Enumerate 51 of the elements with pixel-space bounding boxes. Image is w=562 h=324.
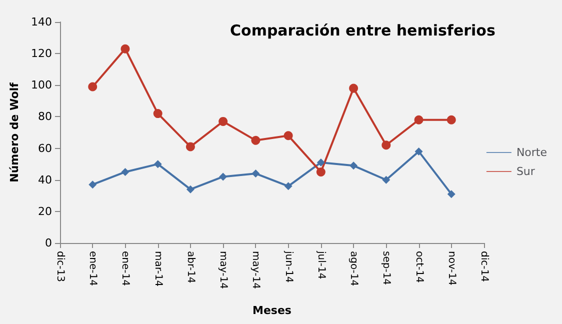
point <box>316 158 325 166</box>
point <box>284 182 292 190</box>
point <box>349 84 358 93</box>
y-tick-label: 120 <box>31 47 52 60</box>
x-tick-label: abr-14 <box>184 251 196 284</box>
y-axis-title: Número de Wolf <box>8 82 22 182</box>
point <box>447 190 456 198</box>
point <box>88 180 97 189</box>
x-tick-label: may-14 <box>250 251 262 289</box>
point <box>414 115 424 124</box>
point <box>284 131 293 140</box>
x-tick-label: nov-14 <box>446 251 457 286</box>
y-tick-label: 100 <box>31 78 52 92</box>
point <box>186 142 195 152</box>
point <box>218 116 228 126</box>
point <box>154 160 162 168</box>
point <box>382 140 391 150</box>
point <box>251 136 260 145</box>
y-tick-label: 80 <box>38 110 52 124</box>
point <box>382 176 390 184</box>
x-tick-label: oct-14 <box>413 251 424 283</box>
legend-label: Sur <box>516 165 536 178</box>
point <box>446 115 456 124</box>
chart-title: Comparación entre hemisferios <box>230 22 496 40</box>
y-tick-label: 20 <box>38 204 52 218</box>
x-tick-label: mar-14 <box>152 251 164 287</box>
x-tick-label: jun-14 <box>282 250 294 283</box>
y-tick-label: 140 <box>31 16 52 28</box>
point <box>219 172 228 181</box>
x-tick-label: jul-14 <box>315 250 326 280</box>
y-tick-label: 40 <box>38 173 52 186</box>
y-tick-label: 0 <box>45 236 52 250</box>
point <box>120 44 130 54</box>
x-tick-label: sep-14 <box>380 251 392 286</box>
point <box>252 170 260 178</box>
x-tick-label: ene-14 <box>87 251 98 286</box>
point <box>88 82 98 92</box>
y-tick-label: 60 <box>38 142 52 155</box>
x-tick-label: ene-14 <box>120 251 131 286</box>
x-tick-label: may-14 <box>218 251 229 289</box>
point <box>153 109 162 118</box>
x-axis-title: Meses <box>252 304 292 317</box>
point <box>414 147 423 156</box>
legend-label: Norte <box>516 146 548 159</box>
point <box>316 167 326 176</box>
x-tick-label: dic-14 <box>478 251 490 282</box>
point <box>350 162 358 170</box>
point <box>121 168 130 176</box>
x-tick-label: ago-14 <box>348 251 360 286</box>
x-tick-label: dic-13 <box>54 251 66 282</box>
point <box>186 185 194 194</box>
